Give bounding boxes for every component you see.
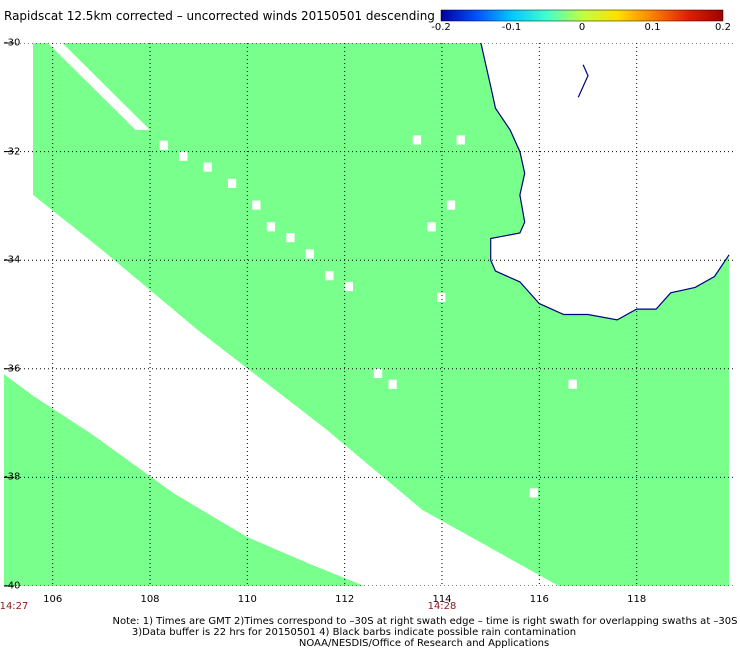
gap-3 (203, 162, 212, 172)
y-tick-label: -38 (4, 471, 21, 483)
y-tick-label: -36 (4, 363, 21, 375)
y-tick-label: -32 (4, 146, 21, 158)
gap-strip-north (47, 43, 150, 130)
colorbar-tick-label: 0 (578, 22, 586, 33)
note-line-1: Note: 1) Times are GMT 2)Times correspon… (112, 616, 738, 627)
gap-5 (252, 200, 261, 210)
gap-8 (305, 249, 314, 259)
chart-title: Rapidscat 12.5km corrected – uncorrected… (4, 9, 435, 23)
gap-2 (179, 151, 188, 161)
y-tick-label: -34 (4, 254, 21, 266)
land-mask (480, 43, 734, 320)
colorbar-tick-label: -0.1 (501, 22, 522, 33)
colorbar-tick-label: 0.2 (715, 22, 731, 33)
note-line-2: 3)Data buffer is 22 hrs for 20150501 4) … (131, 627, 577, 638)
x-tick-label: 106 (43, 594, 63, 605)
gap-4 (227, 178, 237, 188)
gap-12 (388, 379, 397, 389)
x-tick-label: 116 (529, 594, 549, 605)
x-tick-label: 108 (140, 594, 160, 605)
gap-18 (568, 379, 577, 389)
gap-15 (456, 135, 465, 145)
swath-west (4, 374, 365, 586)
plot-area (4, 43, 734, 586)
y-tick-label: -40 (4, 580, 21, 592)
time-label: 14:28 (427, 601, 457, 612)
x-tick-label: 118 (627, 594, 647, 605)
colorbar-tick-label: -0.2 (431, 22, 451, 33)
gap-11 (373, 368, 383, 378)
gap-14 (427, 222, 436, 232)
note-line-3: NOAA/NESDIS/Office of Research and Appli… (298, 638, 550, 649)
x-tick-label: 114 (432, 594, 452, 605)
gap-19 (529, 488, 538, 498)
colorbar-tick-label: 0.1 (644, 22, 661, 33)
gap-7 (286, 233, 295, 243)
y-tick-label: -30 (4, 37, 21, 49)
gap-17 (437, 292, 446, 302)
gap-16 (446, 200, 456, 210)
x-tick-label: 110 (237, 594, 257, 605)
coastline-fragment (577, 64, 589, 98)
gap-10 (344, 281, 353, 292)
coastline (480, 43, 730, 321)
gap-1 (159, 140, 168, 150)
gap-13 (412, 135, 422, 145)
gap-9 (325, 271, 334, 281)
time-label: 14:27 (0, 601, 29, 612)
x-tick-label: 112 (335, 594, 355, 605)
gap-6 (266, 222, 276, 232)
colorbar (440, 9, 724, 22)
